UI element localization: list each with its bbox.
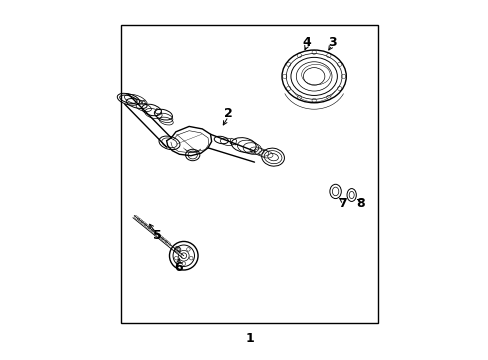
- Polygon shape: [140, 100, 147, 104]
- Bar: [121, 24, 378, 323]
- Text: 5: 5: [152, 229, 161, 242]
- Polygon shape: [155, 109, 162, 114]
- Text: 8: 8: [356, 197, 364, 210]
- Text: 7: 7: [338, 197, 346, 210]
- Polygon shape: [230, 138, 236, 145]
- Text: 1: 1: [245, 333, 254, 346]
- Polygon shape: [166, 126, 211, 156]
- Text: 3: 3: [327, 36, 336, 49]
- Text: 4: 4: [302, 36, 311, 49]
- Text: 2: 2: [224, 107, 232, 120]
- Text: 6: 6: [174, 261, 183, 274]
